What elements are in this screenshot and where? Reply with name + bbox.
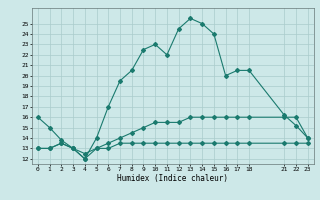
X-axis label: Humidex (Indice chaleur): Humidex (Indice chaleur) <box>117 174 228 183</box>
